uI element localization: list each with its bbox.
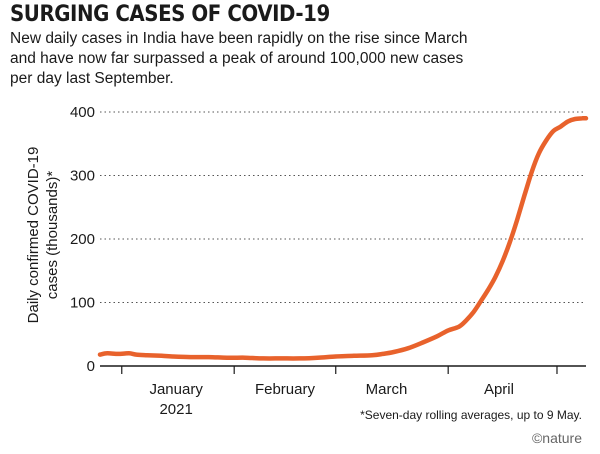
chart-subtitle: New daily cases in India have been rapid…	[10, 30, 468, 87]
y-tick-label-200: 200	[70, 231, 95, 248]
cases-series-line	[97, 116, 589, 361]
x-tick-label-1: February	[255, 381, 316, 398]
y-axis-label-line1: Daily confirmed COVID-19	[25, 147, 42, 324]
x-tick-label-0: January	[149, 381, 203, 398]
y-tick-label-400: 400	[70, 104, 95, 121]
y-tick-label-0: 0	[87, 358, 95, 375]
y-tick-label-300: 300	[70, 168, 95, 185]
y-tick-label-100: 100	[70, 295, 95, 312]
grid-lines	[100, 111, 586, 367]
y-axis-label-line2: cases (thousands)*	[44, 171, 61, 300]
nature-credit: ©nature	[531, 430, 582, 446]
x-tick-label-3: April	[484, 381, 514, 398]
y-tick-labels: 0 100 200 300 400	[70, 104, 95, 375]
chart-title: SURGING CASES OF COVID-19	[10, 2, 330, 27]
x-axis: January 2021 February March April	[121, 366, 558, 418]
x-tick-label-2: March	[366, 381, 408, 398]
x-tick-sublabel-0: 2021	[159, 401, 192, 418]
footnote: *Seven-day rolling averages, up to 9 May…	[360, 408, 582, 422]
